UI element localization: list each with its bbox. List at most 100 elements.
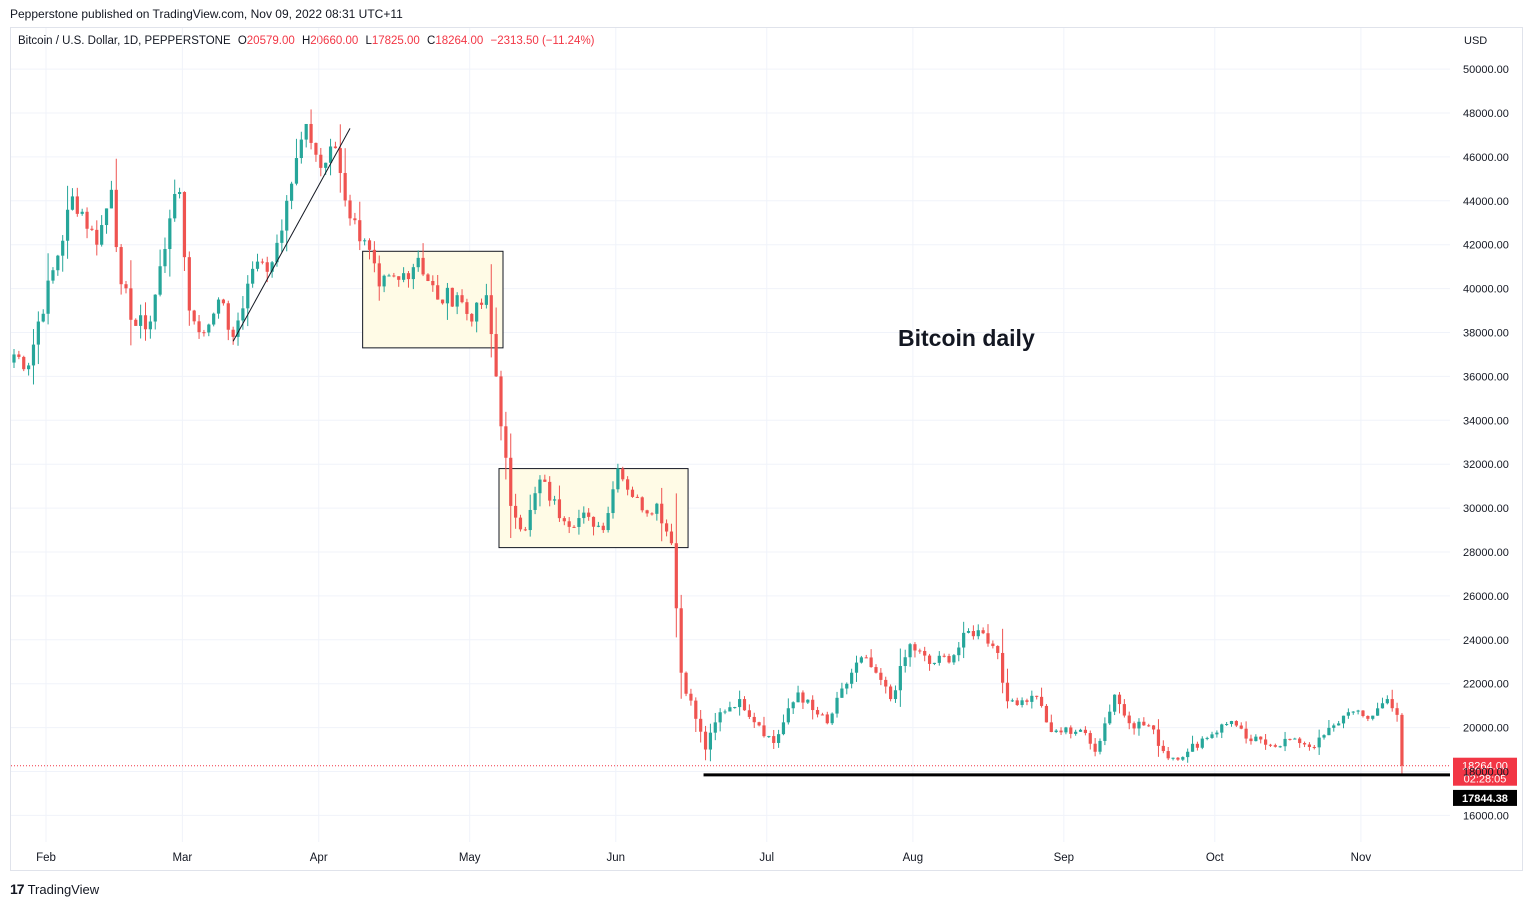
candle-body bbox=[645, 510, 649, 514]
candle-body bbox=[850, 672, 854, 684]
candle-body bbox=[1298, 738, 1302, 744]
y-tick-label: 32000.00 bbox=[1463, 459, 1509, 471]
candle-body bbox=[1332, 725, 1336, 728]
x-tick-label: Oct bbox=[1206, 852, 1225, 864]
last-price-tag bbox=[1453, 757, 1517, 786]
candle-body bbox=[416, 257, 420, 268]
candle-body bbox=[255, 261, 260, 269]
y-tick-label: 24000.00 bbox=[1463, 635, 1509, 647]
candle-body bbox=[353, 218, 357, 221]
candle-body bbox=[514, 505, 518, 518]
candle-body bbox=[1366, 715, 1370, 719]
candle-body bbox=[733, 707, 737, 709]
countdown-text: 02:28:05 bbox=[1464, 774, 1507, 786]
candle-body bbox=[986, 633, 990, 644]
candle-body bbox=[660, 503, 664, 524]
open-label: O bbox=[237, 35, 247, 47]
candle-body bbox=[46, 280, 50, 314]
candle-body bbox=[845, 683, 849, 689]
candle-body bbox=[552, 499, 557, 501]
candle-body bbox=[1088, 733, 1092, 744]
candle-body bbox=[367, 240, 372, 250]
y-tick-label: 18000.00 bbox=[1463, 767, 1509, 779]
candle-body bbox=[1044, 705, 1049, 723]
y-tick-label: 36000.00 bbox=[1463, 371, 1509, 383]
close-label: C bbox=[427, 35, 436, 47]
candle-body bbox=[1166, 751, 1170, 759]
close-value: 18264.00 bbox=[435, 35, 484, 47]
candle-body bbox=[908, 644, 912, 658]
candle-body bbox=[387, 275, 391, 277]
candle-body bbox=[392, 275, 396, 277]
candle-body bbox=[289, 183, 294, 201]
candle-body bbox=[479, 302, 484, 305]
candle-body bbox=[465, 302, 469, 314]
candle-body bbox=[562, 518, 566, 522]
candle-body bbox=[382, 275, 386, 287]
candle-body bbox=[694, 700, 698, 719]
candle-body bbox=[937, 655, 941, 663]
candle-body bbox=[971, 631, 975, 637]
y-tick-label: 40000.00 bbox=[1463, 284, 1509, 296]
candle-body bbox=[835, 697, 839, 714]
candle-body bbox=[1103, 723, 1107, 741]
candle-body bbox=[41, 313, 45, 322]
candle-body bbox=[815, 710, 820, 715]
candle-body bbox=[431, 280, 435, 286]
candle-body bbox=[781, 722, 786, 735]
candle-body bbox=[1108, 711, 1112, 724]
candle-body bbox=[65, 209, 70, 241]
chart-frame bbox=[10, 27, 1523, 871]
candle-body bbox=[1078, 729, 1083, 732]
candle-body bbox=[796, 692, 800, 703]
candle-body bbox=[1015, 700, 1019, 706]
y-tick-label: 26000.00 bbox=[1463, 591, 1509, 603]
candle-body bbox=[664, 523, 669, 532]
candle-body bbox=[1341, 715, 1346, 724]
candle-body bbox=[1361, 710, 1365, 716]
candle-body bbox=[1069, 727, 1073, 734]
candle-body bbox=[708, 732, 713, 750]
candle-body bbox=[1351, 711, 1355, 713]
candle-body bbox=[1317, 737, 1321, 748]
candle-body bbox=[484, 295, 488, 305]
candle-body bbox=[1122, 704, 1126, 716]
candle-body bbox=[864, 657, 868, 659]
footer-brand: TradingView bbox=[27, 881, 100, 897]
candle-body bbox=[1371, 715, 1375, 719]
candle-body bbox=[509, 457, 513, 506]
change-value: −2313.50 (−11.24%) bbox=[490, 35, 595, 47]
candle-body bbox=[869, 657, 873, 668]
candle-body bbox=[280, 230, 284, 243]
candle-body bbox=[548, 481, 552, 501]
range-box bbox=[362, 250, 504, 349]
candle-body bbox=[962, 632, 966, 648]
candle-body bbox=[942, 655, 946, 657]
candle-body bbox=[640, 497, 644, 511]
candle-body bbox=[397, 276, 401, 280]
candle-body bbox=[791, 702, 795, 709]
candle-body bbox=[543, 479, 547, 482]
candle-body bbox=[679, 608, 683, 673]
candle-body bbox=[319, 154, 323, 168]
candle-body bbox=[1025, 700, 1029, 702]
candle-body bbox=[1127, 715, 1131, 724]
candle-body bbox=[275, 242, 279, 263]
support-price-tag bbox=[1453, 789, 1517, 806]
high-label: H bbox=[301, 35, 311, 47]
candle-body bbox=[260, 261, 264, 263]
candle-body bbox=[440, 299, 445, 304]
candle-body bbox=[1234, 721, 1238, 726]
candle-body bbox=[27, 365, 31, 370]
candle-body bbox=[299, 139, 303, 159]
y-tick-label: 16000.00 bbox=[1463, 810, 1509, 822]
candle-body bbox=[202, 332, 206, 334]
candle-body bbox=[182, 192, 187, 258]
low-value: 17825.00 bbox=[371, 35, 420, 47]
candle-body bbox=[786, 708, 790, 723]
range-box bbox=[498, 468, 689, 549]
candle-body bbox=[109, 189, 113, 209]
candle-body bbox=[129, 288, 133, 320]
candle-body bbox=[918, 650, 922, 652]
